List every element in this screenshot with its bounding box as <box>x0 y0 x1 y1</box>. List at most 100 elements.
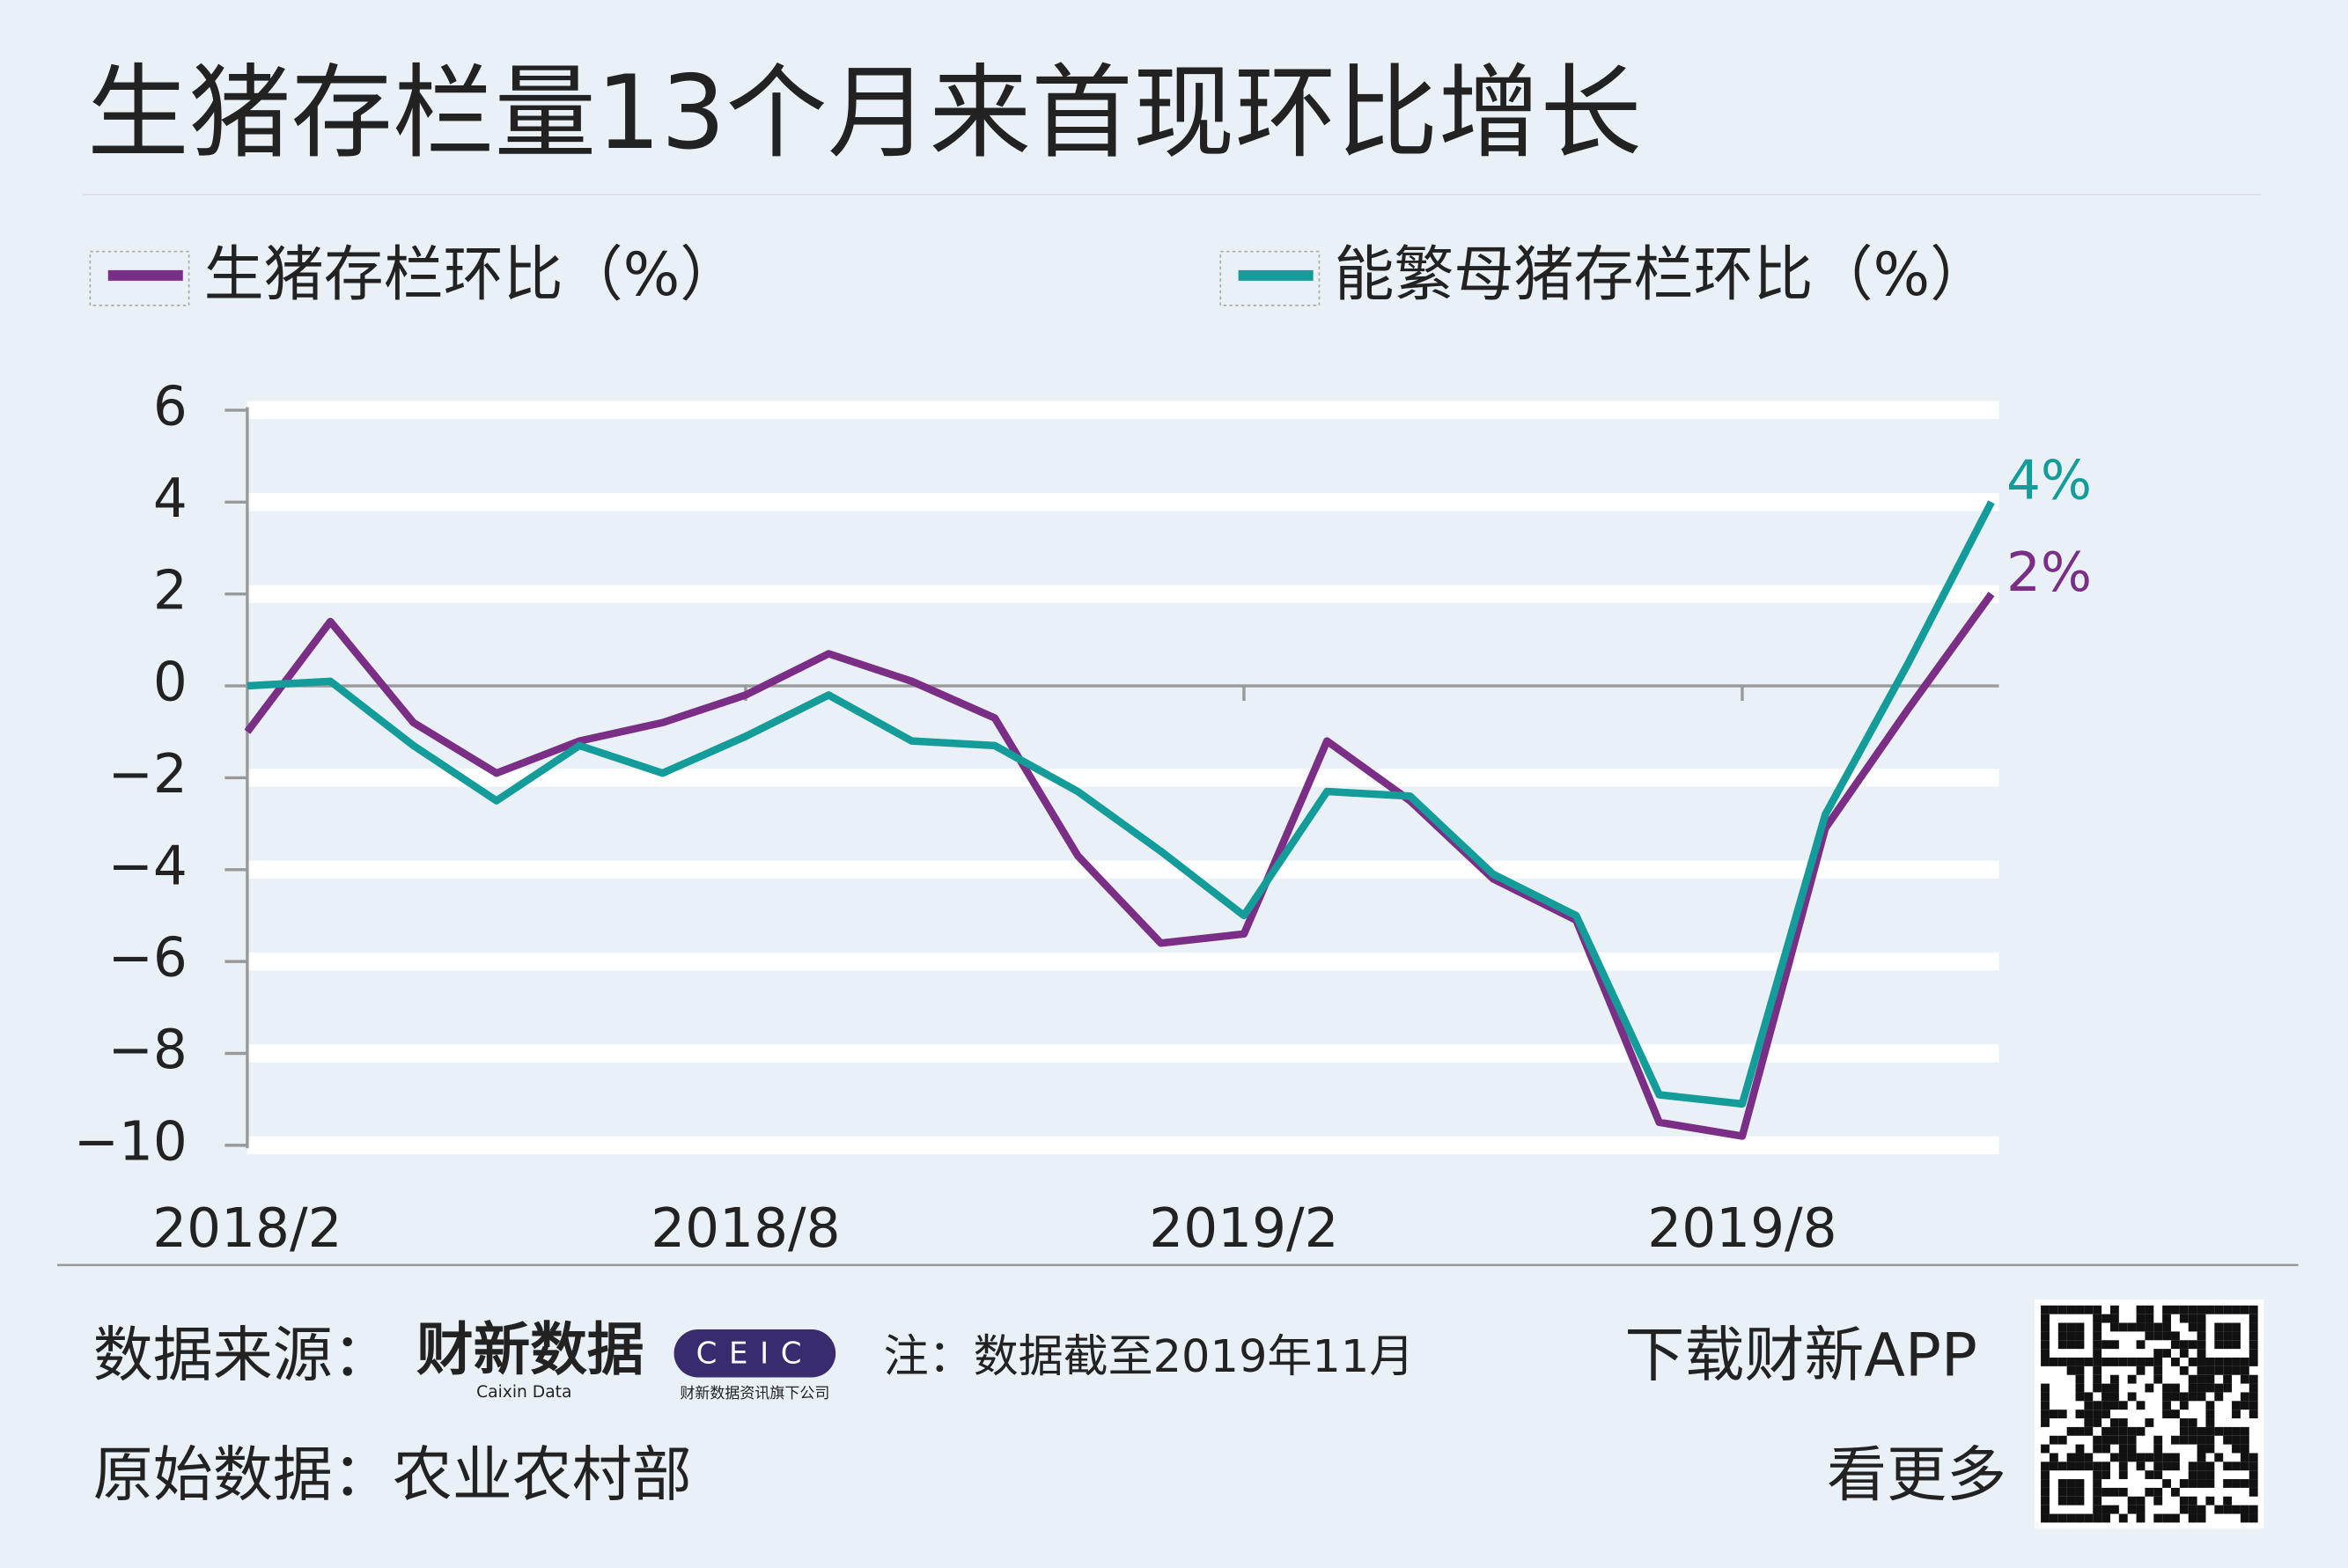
qr-cell <box>2118 1444 2128 1454</box>
qr-cell <box>2153 1461 2163 1471</box>
legend: 生猪存栏环比（%） 能繁母猪存栏环比（%） <box>89 240 1990 310</box>
qr-cell <box>2127 1496 2137 1505</box>
qr-cell <box>2093 1357 2102 1366</box>
qr-cell <box>2162 1410 2172 1419</box>
qr-cell <box>2153 1470 2163 1480</box>
qr-cell <box>2179 1505 2189 1514</box>
qr-cell <box>2171 1305 2180 1314</box>
qr-cell <box>2118 1426 2128 1436</box>
x-tick-label: 2018/8 <box>651 1197 840 1260</box>
qr-cell <box>2205 1401 2215 1410</box>
qr-cell <box>2179 1401 2189 1410</box>
qr-cell <box>2136 1305 2146 1314</box>
qr-cell <box>2084 1401 2094 1410</box>
qr-cell <box>2041 1340 2050 1350</box>
y-tick-label: 4 <box>153 467 188 530</box>
qr-cell <box>2205 1366 2215 1375</box>
qr-cell <box>2109 1401 2119 1410</box>
qr-cell <box>2049 1435 2058 1445</box>
qr-cell <box>2057 1410 2067 1419</box>
qr-cell <box>2041 1383 2050 1393</box>
qr-cell <box>2093 1401 2102 1410</box>
qr-cell <box>2249 1470 2258 1480</box>
qr-cell <box>2041 1444 2050 1454</box>
qr-cell <box>2041 1410 2050 1419</box>
qr-cell <box>2162 1322 2172 1332</box>
qr-cell <box>2127 1444 2137 1454</box>
qr-cell <box>2084 1453 2094 1462</box>
logo-sub: Caixin Data <box>476 1383 571 1402</box>
qr-cell <box>2197 1470 2206 1480</box>
qr-cell <box>2214 1331 2224 1341</box>
qr-cell <box>2084 1305 2094 1314</box>
qr-cell <box>2084 1418 2094 1427</box>
qr-cell <box>2145 1470 2154 1480</box>
qr-cell <box>2118 1487 2128 1497</box>
qr-cell <box>2240 1435 2249 1445</box>
qr-cell <box>2101 1340 2110 1350</box>
qr-cell <box>2205 1410 2215 1419</box>
qr-cell <box>2066 1322 2076 1332</box>
qr-cell <box>2214 1392 2224 1402</box>
qr-cell <box>2249 1314 2258 1323</box>
qr-cell <box>2188 1513 2197 1523</box>
qr-cell <box>2084 1410 2094 1419</box>
qr-cell <box>2205 1383 2215 1393</box>
qr-cell <box>2101 1461 2110 1471</box>
qr-cell <box>2041 1487 2050 1497</box>
legend-box <box>89 250 190 306</box>
qr-cell <box>2057 1357 2067 1366</box>
qr-cell <box>2127 1374 2137 1384</box>
qr-cell <box>2223 1435 2233 1445</box>
qr-cell <box>2179 1349 2189 1358</box>
qr-cell <box>2136 1322 2146 1332</box>
qr-cell <box>2232 1505 2241 1514</box>
qr-cell <box>2153 1444 2163 1454</box>
qr-cell <box>2109 1505 2119 1514</box>
qr-cell <box>2232 1305 2241 1314</box>
qr-cell <box>2232 1357 2241 1366</box>
qr-cell <box>2136 1496 2146 1505</box>
qr-cell <box>2153 1331 2163 1341</box>
qr-cell <box>2179 1479 2189 1488</box>
qr-cell <box>2066 1357 2076 1366</box>
qr-cell <box>2145 1357 2154 1366</box>
qr-cell <box>2197 1513 2206 1523</box>
qr-cell <box>2066 1461 2076 1471</box>
qr-cell <box>2118 1418 2128 1427</box>
qr-cell <box>2205 1418 2215 1427</box>
ceic-sub: 财新数据资讯旗下公司 <box>680 1385 829 1402</box>
qr-cell <box>2136 1513 2146 1523</box>
qr-code <box>2035 1299 2264 1529</box>
qr-cell <box>2240 1513 2249 1523</box>
qr-cell <box>2075 1410 2085 1419</box>
qr-cell <box>2075 1479 2085 1488</box>
qr-cell <box>2197 1453 2206 1462</box>
qr-cell <box>2136 1401 2146 1410</box>
qr-cell <box>2075 1340 2085 1350</box>
qr-cell <box>2057 1340 2067 1350</box>
qr-cell <box>2093 1314 2102 1323</box>
qr-cell <box>2179 1418 2189 1427</box>
source-label: 数据来源： <box>93 1321 393 1391</box>
qr-cell <box>2162 1383 2172 1393</box>
qr-cell <box>2093 1470 2102 1480</box>
qr-cell <box>2249 1357 2258 1366</box>
qr-cell <box>2197 1505 2206 1514</box>
qr-cell <box>2205 1479 2215 1488</box>
qr-cell <box>2084 1461 2094 1471</box>
qr-cell <box>2232 1331 2241 1341</box>
qr-cell <box>2214 1305 2224 1314</box>
qr-cell <box>2109 1383 2119 1393</box>
qr-cell <box>2101 1435 2110 1445</box>
more-text: 看更多 <box>1827 1441 2006 1511</box>
qr-cell <box>2093 1496 2102 1505</box>
qr-cell <box>2240 1479 2249 1488</box>
y-tick-label: 2 <box>153 559 188 622</box>
qr-cell <box>2188 1322 2197 1332</box>
qr-cell <box>2249 1479 2258 1488</box>
qr-cell <box>2153 1322 2163 1332</box>
qr-cell <box>2179 1496 2189 1505</box>
qr-cell <box>2188 1470 2197 1480</box>
